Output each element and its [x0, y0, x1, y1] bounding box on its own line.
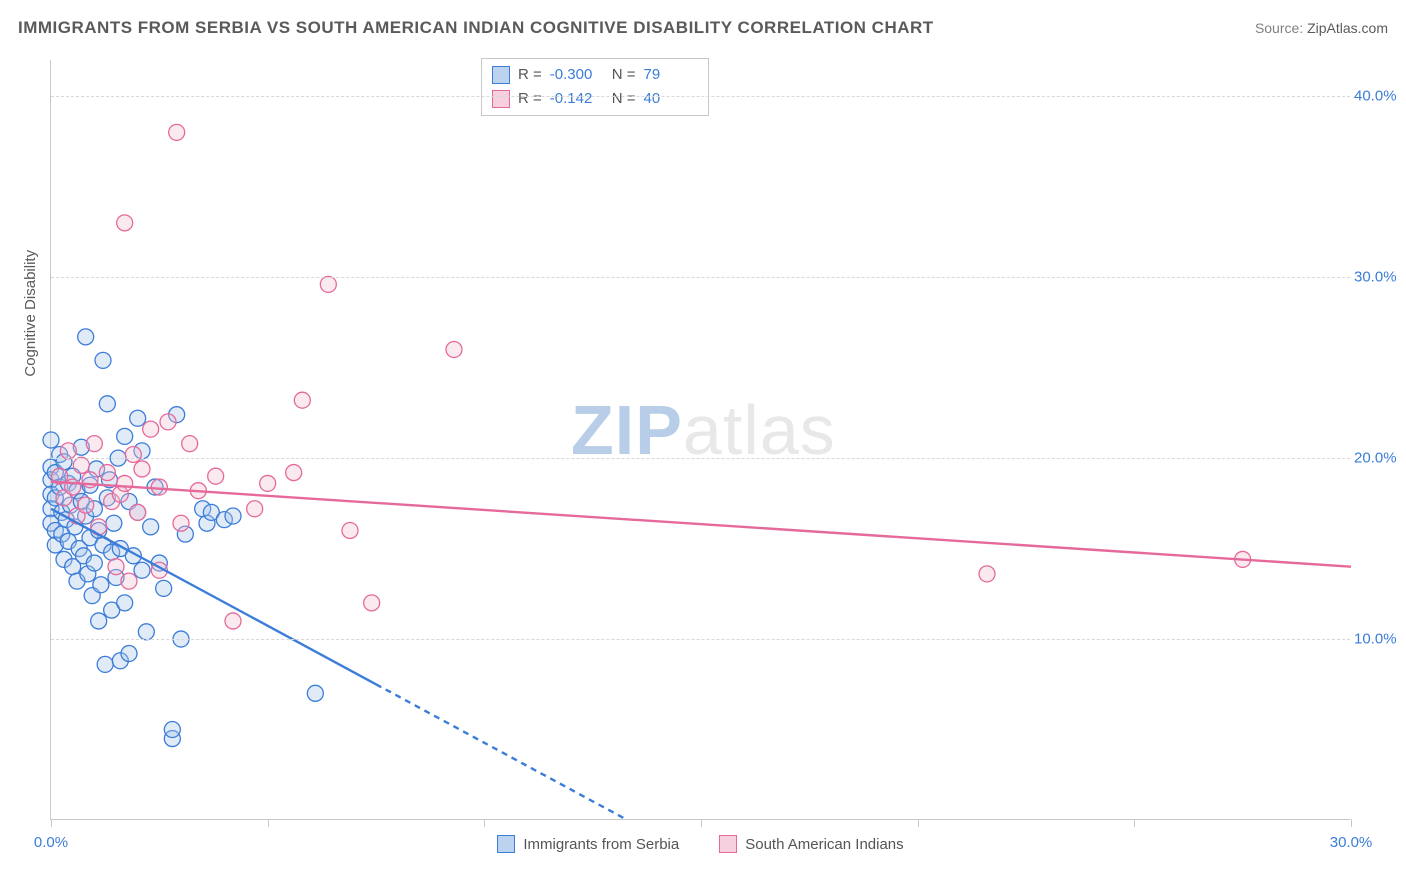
scatter-point — [143, 519, 159, 535]
scatter-point — [43, 432, 59, 448]
scatter-point — [208, 468, 224, 484]
scatter-point — [156, 580, 172, 596]
scatter-point — [182, 436, 198, 452]
swatch-serbia — [492, 66, 510, 84]
scatter-point — [78, 329, 94, 345]
grid-line — [51, 458, 1350, 459]
source-link[interactable]: ZipAtlas.com — [1307, 20, 1388, 36]
x-tick — [51, 819, 52, 827]
trend-line — [51, 482, 1351, 567]
scatter-point — [134, 562, 150, 578]
scatter-point — [121, 646, 137, 662]
scatter-point — [225, 508, 241, 524]
scatter-point — [97, 656, 113, 672]
scatter-point — [95, 352, 111, 368]
scatter-point — [130, 410, 146, 426]
stats-r-serbia: -0.300 — [550, 63, 604, 87]
scatter-point — [65, 479, 81, 495]
scatter-point — [86, 555, 102, 571]
x-tick — [1351, 819, 1352, 827]
scatter-point — [143, 421, 159, 437]
bottom-legend: Immigrants from Serbia South American In… — [51, 835, 1350, 853]
scatter-point — [979, 566, 995, 582]
scatter-point — [138, 624, 154, 640]
stats-row-serbia: R = -0.300 N = 79 — [492, 63, 698, 87]
scatter-point — [134, 461, 150, 477]
scatter-point — [91, 613, 107, 629]
scatter-point — [93, 577, 109, 593]
scatter-point — [173, 515, 189, 531]
scatter-point — [121, 573, 137, 589]
scatter-point — [117, 595, 133, 611]
scatter-point — [86, 436, 102, 452]
scatter-point — [73, 457, 89, 473]
x-tick — [484, 819, 485, 827]
x-tick — [1134, 819, 1135, 827]
scatter-point — [164, 722, 180, 738]
scatter-point — [169, 124, 185, 140]
stats-n-label: N = — [612, 63, 636, 87]
stats-row-sai: R = -0.142 N = 40 — [492, 87, 698, 111]
source-attribution: Source: ZipAtlas.com — [1255, 20, 1388, 36]
y-tick-label: 30.0% — [1354, 269, 1406, 286]
scatter-point — [294, 392, 310, 408]
stats-n-sai: 40 — [644, 87, 698, 111]
chart-title: IMMIGRANTS FROM SERBIA VS SOUTH AMERICAN… — [18, 18, 934, 38]
stats-r-label: R = — [518, 63, 542, 87]
x-tick — [701, 819, 702, 827]
scatter-point — [125, 446, 141, 462]
scatter-point — [108, 559, 124, 575]
scatter-point — [260, 475, 276, 491]
scatter-point — [106, 515, 122, 531]
scatter-point — [286, 465, 302, 481]
plot-area: ZIPatlas R = -0.300 N = 79 R = -0.142 N … — [50, 60, 1350, 820]
scatter-point — [117, 215, 133, 231]
stats-r-label-2: R = — [518, 87, 542, 111]
scatter-point — [99, 396, 115, 412]
swatch-sai — [492, 90, 510, 108]
scatter-point — [99, 465, 115, 481]
source-prefix: Source: — [1255, 20, 1307, 36]
grid-line — [51, 96, 1350, 97]
legend-item-sai: South American Indians — [719, 835, 903, 853]
scatter-point — [364, 595, 380, 611]
title-bar: IMMIGRANTS FROM SERBIA VS SOUTH AMERICAN… — [18, 18, 1388, 38]
x-tick-label: 0.0% — [34, 834, 68, 851]
stats-legend-box: R = -0.300 N = 79 R = -0.142 N = 40 — [481, 58, 709, 116]
grid-line — [51, 639, 1350, 640]
scatter-point — [160, 414, 176, 430]
scatter-point — [342, 522, 358, 538]
scatter-point — [130, 504, 146, 520]
y-tick-label: 40.0% — [1354, 88, 1406, 105]
scatter-point — [446, 342, 462, 358]
scatter-point — [117, 428, 133, 444]
x-tick — [268, 819, 269, 827]
x-tick-label: 30.0% — [1330, 834, 1373, 851]
legend-swatch-serbia — [497, 835, 515, 853]
trend-line — [376, 684, 627, 820]
legend-label-sai: South American Indians — [745, 836, 903, 853]
scatter-point — [78, 497, 94, 513]
scatter-point — [307, 685, 323, 701]
scatter-point — [117, 475, 133, 491]
y-tick-label: 10.0% — [1354, 631, 1406, 648]
scatter-point — [320, 276, 336, 292]
legend-swatch-sai — [719, 835, 737, 853]
legend-label-serbia: Immigrants from Serbia — [523, 836, 679, 853]
plot-svg — [51, 60, 1350, 819]
scatter-point — [247, 501, 263, 517]
y-tick-label: 20.0% — [1354, 450, 1406, 467]
stats-r-sai: -0.142 — [550, 87, 604, 111]
stats-n-label-2: N = — [612, 87, 636, 111]
grid-line — [51, 277, 1350, 278]
scatter-point — [151, 479, 167, 495]
legend-item-serbia: Immigrants from Serbia — [497, 835, 679, 853]
y-axis-label: Cognitive Disability — [22, 250, 39, 377]
scatter-point — [60, 443, 76, 459]
x-tick — [918, 819, 919, 827]
scatter-point — [225, 613, 241, 629]
stats-n-serbia: 79 — [644, 63, 698, 87]
